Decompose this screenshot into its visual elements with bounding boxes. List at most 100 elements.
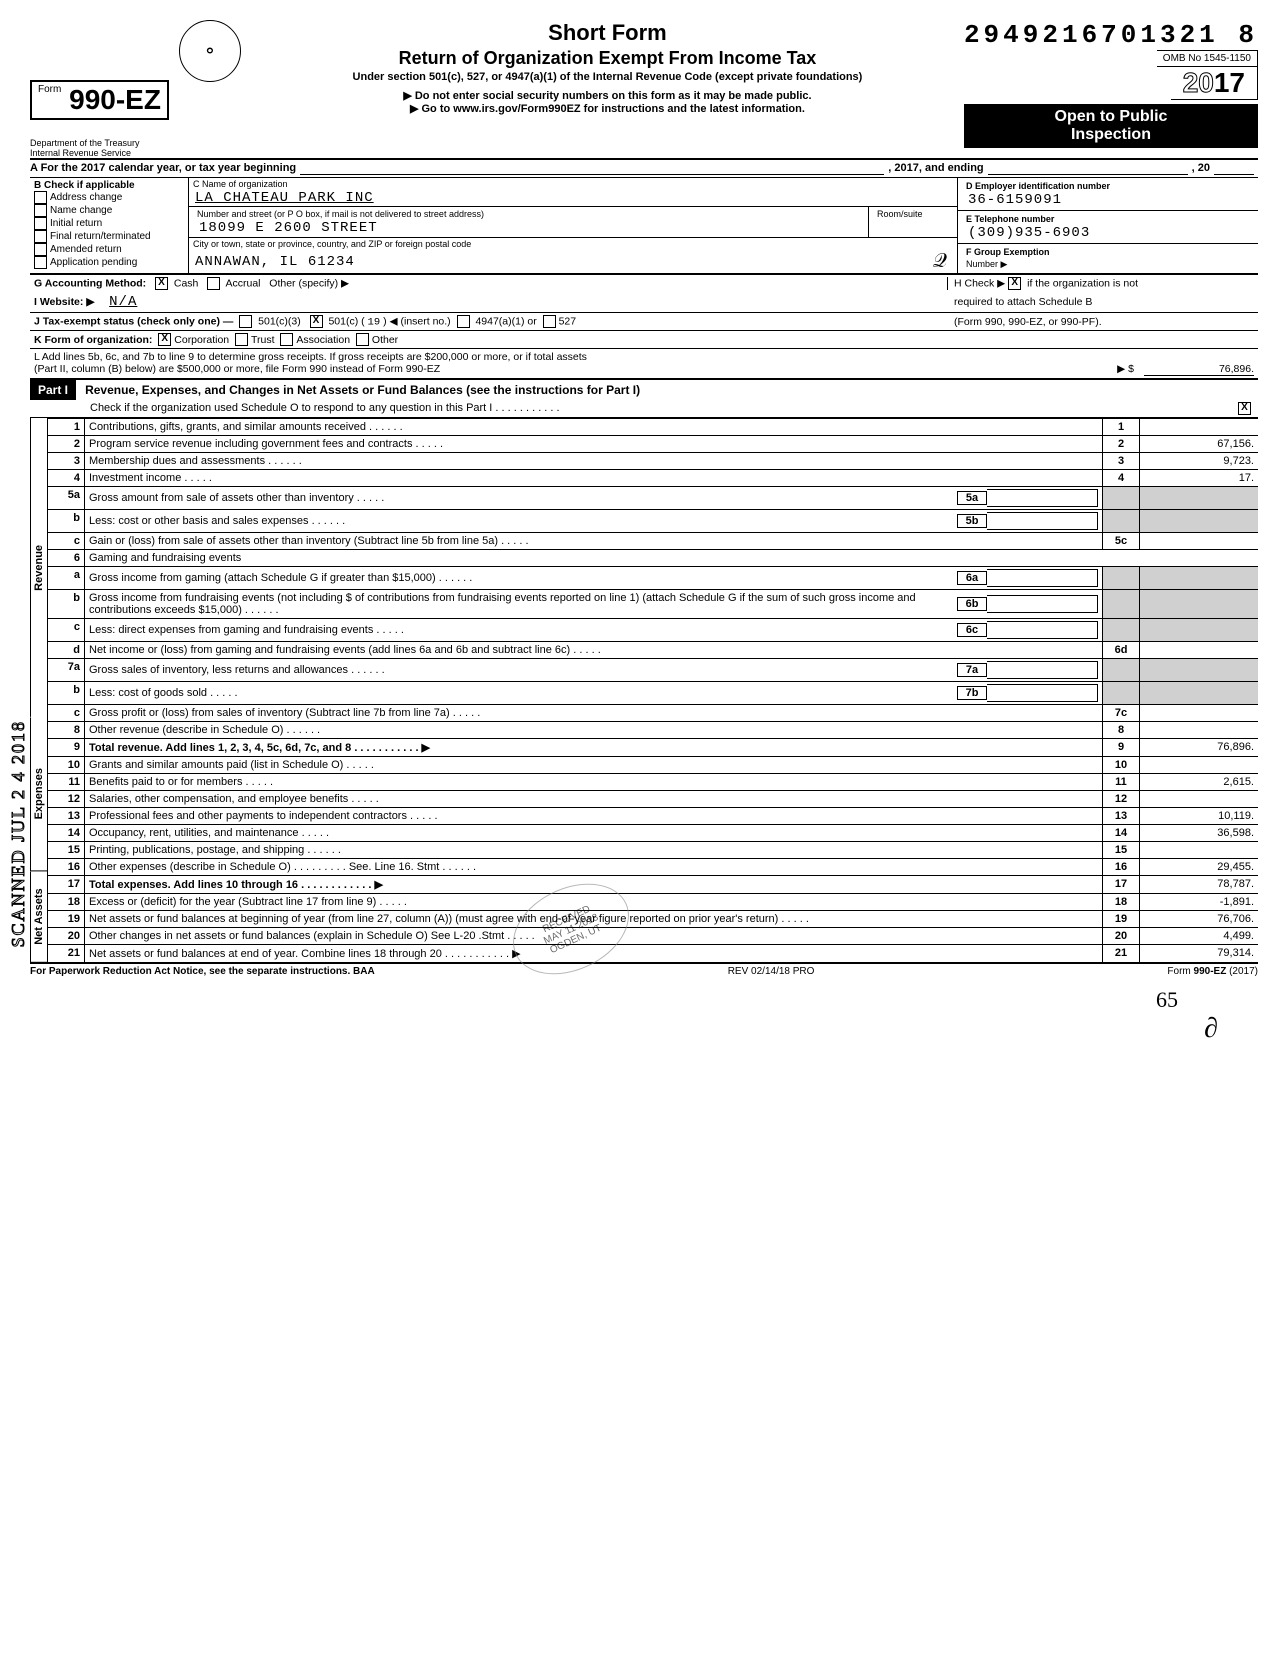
row-amount: 78,787.	[1140, 876, 1259, 894]
phone-value: (309)935-6903	[962, 225, 1254, 241]
row-amount	[1140, 842, 1259, 859]
org-name: LA CHATEAU PARK INC	[189, 190, 957, 206]
row-amount: 2,615.	[1140, 774, 1259, 791]
table-row: 21Net assets or fund balances at end of …	[48, 945, 1258, 963]
row-description: Net income or (loss) from gaming and fun…	[85, 642, 1103, 659]
check-corp[interactable]	[158, 333, 171, 346]
table-row: 8Other revenue (describe in Schedule O) …	[48, 722, 1258, 739]
row-box-shaded	[1103, 619, 1140, 642]
row-amount	[1140, 757, 1259, 774]
row-number: 11	[48, 774, 85, 791]
table-row: 9Total revenue. Add lines 1, 2, 3, 4, 5c…	[48, 739, 1258, 757]
check-address-change[interactable]	[34, 191, 47, 204]
table-row: cGross profit or (loss) from sales of in…	[48, 705, 1258, 722]
return-title: Return of Organization Exempt From Incom…	[251, 48, 964, 69]
check-schedule-b[interactable]	[1008, 277, 1021, 290]
row-box-shaded	[1103, 590, 1140, 619]
row-number: c	[48, 619, 85, 642]
dept-treasury: Department of the Treasury Internal Reve…	[30, 138, 169, 158]
check-527[interactable]	[543, 315, 556, 328]
row-number: 6	[48, 550, 85, 567]
row-amount: 17.	[1140, 470, 1259, 487]
table-row: 19Net assets or fund balances at beginni…	[48, 911, 1258, 928]
row-box-number: 17	[1103, 876, 1140, 894]
check-4947[interactable]	[457, 315, 470, 328]
check-name-change[interactable]	[34, 204, 47, 217]
line-a: A For the 2017 calendar year, or tax yea…	[30, 158, 1258, 177]
table-row: 10Grants and similar amounts paid (list …	[48, 757, 1258, 774]
side-label-net-assets: Net Assets	[30, 872, 47, 963]
table-row: 15Printing, publications, postage, and s…	[48, 842, 1258, 859]
inset-box-number: 6a	[957, 571, 987, 585]
check-amended[interactable]	[34, 243, 47, 256]
footer: For Paperwork Reduction Act Notice, see …	[30, 962, 1258, 977]
check-other-org[interactable]	[356, 333, 369, 346]
row-description: Gross sales of inventory, less returns a…	[85, 659, 1103, 682]
check-final-return[interactable]	[34, 230, 47, 243]
check-501c[interactable]	[310, 315, 323, 328]
row-box-number: 2	[1103, 436, 1140, 453]
row-amount	[1140, 791, 1259, 808]
table-row: bLess: cost or other basis and sales exp…	[48, 510, 1258, 533]
part-i-table-wrapper: Revenue Expenses Net Assets 1Contributio…	[30, 418, 1258, 962]
irs-seal-icon: ⚬	[179, 20, 241, 82]
row-amount-shaded	[1140, 510, 1259, 533]
table-row: 4Investment income . . . . .417.	[48, 470, 1258, 487]
row-description: Contributions, gifts, grants, and simila…	[85, 419, 1103, 436]
row-number: c	[48, 533, 85, 550]
row-box-number: 14	[1103, 825, 1140, 842]
header-right: 2949216701321 8 OMB No 1545-1150 2017 Op…	[964, 20, 1258, 148]
row-description: Less: cost of goods sold . . . . .7b	[85, 682, 1103, 705]
handwritten-page-number: 65	[30, 987, 1258, 1013]
row-amount: -1,891.	[1140, 894, 1259, 911]
row-description: Membership dues and assessments . . . . …	[85, 453, 1103, 470]
row-amount-shaded	[1140, 487, 1259, 510]
table-row: 5aGross amount from sale of assets other…	[48, 487, 1258, 510]
row-description: Other expenses (describe in Schedule O) …	[85, 859, 1103, 876]
check-cash[interactable]	[155, 277, 168, 290]
row-amount	[1140, 533, 1259, 550]
row-box-number: 1	[1103, 419, 1140, 436]
check-trust[interactable]	[235, 333, 248, 346]
row-amount	[1140, 642, 1259, 659]
inset-box-number: 5b	[957, 514, 987, 528]
row-box-shaded	[1103, 487, 1140, 510]
row-number: 17	[48, 876, 85, 894]
check-pending[interactable]	[34, 256, 47, 269]
short-form-label: Short Form	[251, 20, 964, 46]
row-amount-shaded	[1140, 590, 1259, 619]
section-b-checkboxes: B Check if applicable Address change Nam…	[30, 178, 189, 273]
row-number: 3	[48, 453, 85, 470]
table-row: 20Other changes in net assets or fund ba…	[48, 928, 1258, 945]
side-label-expenses: Expenses	[30, 717, 47, 871]
part-i-header: Part I Revenue, Expenses, and Changes in…	[30, 378, 1258, 418]
row-box-number: 4	[1103, 470, 1140, 487]
row-description: Grants and similar amounts paid (list in…	[85, 757, 1103, 774]
row-box-number: 15	[1103, 842, 1140, 859]
check-assoc[interactable]	[280, 333, 293, 346]
row-number: 13	[48, 808, 85, 825]
entity-info-section: B Check if applicable Address change Nam…	[30, 177, 1258, 274]
row-number: b	[48, 510, 85, 533]
check-initial-return[interactable]	[34, 217, 47, 230]
row-description: Occupancy, rent, utilities, and maintena…	[85, 825, 1103, 842]
table-row: 13Professional fees and other payments t…	[48, 808, 1258, 825]
row-description: Program service revenue including govern…	[85, 436, 1103, 453]
table-row: bLess: cost of goods sold . . . . .7b	[48, 682, 1258, 705]
inset-amount	[987, 684, 1098, 702]
row-box-shaded	[1103, 659, 1140, 682]
subtitle: Under section 501(c), 527, or 4947(a)(1)…	[251, 71, 964, 83]
check-accrual[interactable]	[207, 277, 220, 290]
row-description: Professional fees and other payments to …	[85, 808, 1103, 825]
row-number: 9	[48, 739, 85, 757]
check-501c3[interactable]	[239, 315, 252, 328]
row-box-shaded	[1103, 510, 1140, 533]
row-number: 14	[48, 825, 85, 842]
row-description: Salaries, other compensation, and employ…	[85, 791, 1103, 808]
check-schedule-o-part1[interactable]	[1238, 402, 1251, 415]
gross-receipts-value: 76,896.	[1144, 363, 1254, 376]
row-amount	[1140, 705, 1259, 722]
side-label-revenue: Revenue	[30, 418, 47, 717]
line-j: J Tax-exempt status (check only one) — 5…	[30, 312, 1258, 330]
row-description: Total revenue. Add lines 1, 2, 3, 4, 5c,…	[85, 739, 1103, 757]
